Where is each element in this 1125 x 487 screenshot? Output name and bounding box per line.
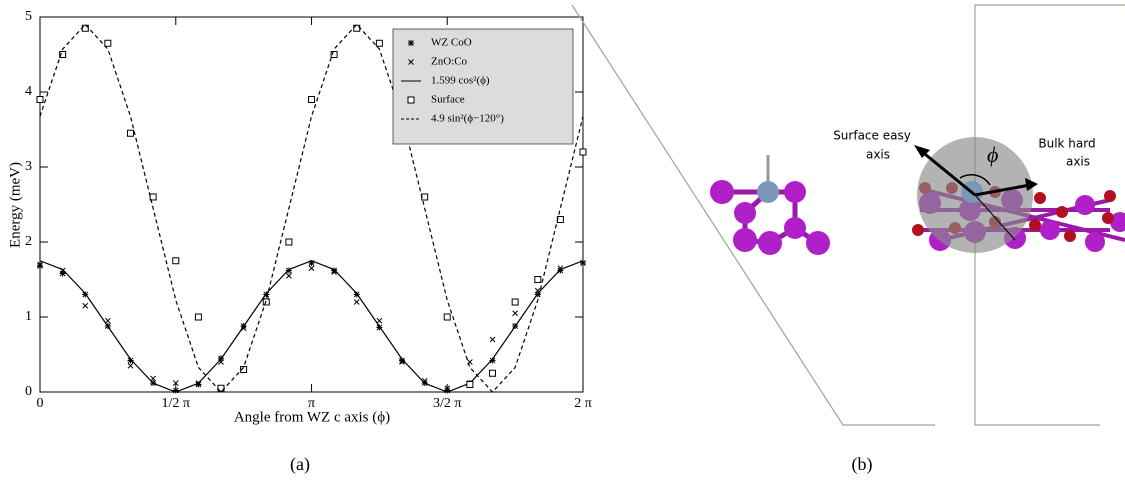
point xyxy=(309,266,314,271)
x-tick-label: 2 π xyxy=(574,396,592,411)
marker-square xyxy=(105,40,111,46)
y-axis-title: Energy (meV) xyxy=(7,162,23,248)
easy-axis-label: Surface easy xyxy=(833,129,911,143)
y-tick-label: 5 xyxy=(25,9,32,24)
point xyxy=(580,149,586,155)
marker-square xyxy=(173,258,179,264)
y-tick-label: 2 xyxy=(25,234,32,249)
legend-label: Surface xyxy=(431,94,465,106)
curve xyxy=(40,261,583,392)
marker-square xyxy=(512,299,518,305)
point xyxy=(444,314,450,320)
point xyxy=(376,40,382,46)
figure: 01234501/2 ππ3/2 π2 πWZ CoOZnO:Co1.599 c… xyxy=(0,0,1125,482)
point xyxy=(309,97,315,103)
marker-square xyxy=(557,217,563,223)
point xyxy=(105,318,110,323)
point xyxy=(467,382,473,388)
hard-axis-label: Bulk hard xyxy=(1038,137,1095,151)
marker-square xyxy=(376,40,382,46)
marker-square xyxy=(37,97,43,103)
point xyxy=(105,40,111,46)
x-tick-label: 1/2 π xyxy=(162,396,190,411)
point xyxy=(173,258,179,264)
point xyxy=(83,303,88,308)
legend-label: 4.9 sin²(ϕ−120°) xyxy=(431,113,504,125)
point xyxy=(195,314,201,320)
point xyxy=(490,370,496,376)
co-atom xyxy=(757,181,779,203)
point xyxy=(513,311,518,316)
point xyxy=(408,97,414,103)
diagram-b: ϕ Surface easy axis Bulk hard axis (b) xyxy=(572,5,1125,475)
y-tick-label: 0 xyxy=(25,384,32,399)
marker-square xyxy=(535,277,541,283)
marker-square xyxy=(127,130,133,136)
marker-square xyxy=(422,194,428,200)
y-tick-label: 1 xyxy=(25,309,32,324)
point xyxy=(128,363,133,368)
x-tick-label: 3/2 π xyxy=(433,396,461,411)
marker-square xyxy=(490,370,496,376)
point xyxy=(286,273,291,278)
point xyxy=(37,97,43,103)
point xyxy=(490,337,495,342)
legend-label: WZ CoO xyxy=(431,37,472,49)
x-tick-label: 0 xyxy=(37,396,44,411)
marker-square xyxy=(195,314,201,320)
point xyxy=(422,194,428,200)
caption: (a) xyxy=(290,454,310,475)
point xyxy=(127,130,133,136)
point xyxy=(535,277,541,283)
point xyxy=(408,40,414,46)
point xyxy=(377,318,382,323)
x-axis-title: Angle from WZ c axis (ϕ) xyxy=(234,409,390,425)
easy-axis-label: axis xyxy=(866,148,890,162)
legend-label: ZnO:Co xyxy=(431,56,468,68)
phi-label: ϕ xyxy=(987,142,998,167)
legend-label: 1.599 cos²(ϕ) xyxy=(431,75,490,87)
y-tick-label: 3 xyxy=(25,159,32,174)
marker-square xyxy=(309,97,315,103)
point xyxy=(557,217,563,223)
y-tick-label: 4 xyxy=(25,84,32,99)
point xyxy=(354,300,359,305)
point xyxy=(286,239,292,245)
marker-square xyxy=(408,97,414,103)
hard-axis-label: axis xyxy=(1066,155,1090,169)
point xyxy=(512,299,518,305)
caption: (b) xyxy=(852,454,873,475)
marker-square xyxy=(444,314,450,320)
marker-square xyxy=(580,149,586,155)
marker-square xyxy=(467,382,473,388)
marker-square xyxy=(286,239,292,245)
